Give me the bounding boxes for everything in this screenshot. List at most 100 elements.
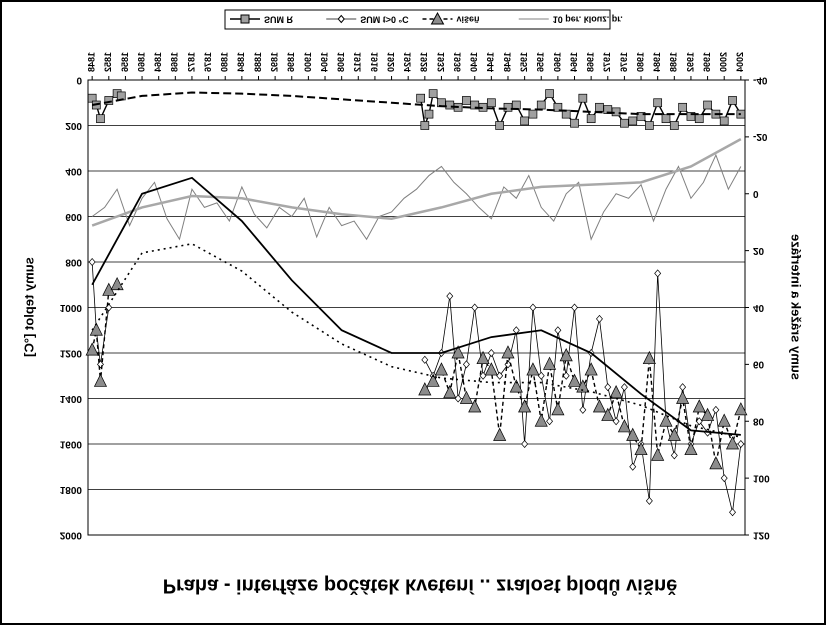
marker-square xyxy=(570,118,579,128)
marker-square xyxy=(520,116,529,126)
marker-diamond xyxy=(421,355,429,364)
x-tick-label: 1964 xyxy=(569,52,579,72)
marker-square xyxy=(104,96,114,105)
y-axis-title: sumy teplot [°C] xyxy=(21,257,36,357)
marker-square xyxy=(578,93,588,103)
marker-diamond xyxy=(695,417,703,426)
marker-diamond xyxy=(471,303,479,312)
x-tick-label: 1848 xyxy=(87,52,97,72)
x-tick-label: 1956 xyxy=(536,52,546,72)
marker-diamond xyxy=(487,348,495,358)
marker-diamond xyxy=(529,303,537,312)
legend-label: 10 per. klouz. pr. xyxy=(553,15,623,25)
y-tick-label: 200 xyxy=(65,120,82,131)
y-tick-label: 0 xyxy=(76,74,82,85)
chart-body: Praha - interfáze počátek kvetení .. zra… xyxy=(21,9,804,597)
x-tick-label: 1984 xyxy=(652,52,662,72)
y-tick-label: 2000 xyxy=(60,529,83,540)
x-tick-label: 1892 xyxy=(269,52,279,72)
marker-triangle xyxy=(443,385,457,399)
x-tick-label: 1944 xyxy=(486,52,496,72)
legend-marker xyxy=(430,11,445,25)
x-tick-label: 1972 xyxy=(602,52,612,72)
x-tick-label: 1980 xyxy=(635,52,645,72)
marker-square xyxy=(661,114,671,124)
legend-label: SUM t>0 °C xyxy=(360,15,409,25)
x-tick-label: 1912 xyxy=(353,52,363,72)
x-tick-label: 1876 xyxy=(203,52,213,72)
legend: SUM R SUM t>0 °C višeň 10 per. klouz. pr. xyxy=(224,9,623,30)
marker-triangle xyxy=(725,436,740,450)
marker-triangle xyxy=(468,399,482,413)
y2-tick-label: 100 xyxy=(753,472,770,483)
y2-tick-label: -20 xyxy=(753,131,768,142)
marker-diamond xyxy=(596,314,603,323)
marker-triangle xyxy=(676,390,690,404)
marker-diamond xyxy=(712,405,720,414)
y-tick-label: 800 xyxy=(65,256,82,267)
marker-square xyxy=(545,89,554,99)
x-tick-label: 1920 xyxy=(386,52,396,72)
marker-square xyxy=(503,102,513,112)
x-tick-label: 1916 xyxy=(369,52,379,72)
marker-square xyxy=(536,100,546,110)
marker-triangle xyxy=(626,427,640,441)
y2-tick-label: 120 xyxy=(753,529,770,540)
series-line xyxy=(91,153,742,241)
x-tick-label: 1932 xyxy=(436,52,446,72)
x-tick-label: 1924 xyxy=(403,52,413,72)
marker-triangle xyxy=(701,407,715,421)
marker-square xyxy=(553,102,563,112)
x-tick-label: 1940 xyxy=(469,52,479,72)
marker-triangle xyxy=(451,345,465,359)
legend-box xyxy=(224,9,611,30)
x-tick-label: 1908 xyxy=(336,52,346,72)
marker-triangle xyxy=(493,427,507,441)
x-tick-label: 1992 xyxy=(685,52,695,72)
marker-triangle xyxy=(110,276,124,291)
marker-diamond xyxy=(446,292,454,301)
y2-tick-label: 0 xyxy=(753,188,759,199)
x-tick-label: 1996 xyxy=(702,52,712,72)
marker-triangle xyxy=(85,342,99,356)
marker-square xyxy=(96,114,105,124)
marker-square xyxy=(528,109,538,119)
marker-diamond xyxy=(88,257,96,267)
y2-tick-label: 40 xyxy=(753,302,765,313)
x-tick-label: 1864 xyxy=(153,52,163,72)
marker-triangle xyxy=(518,399,532,413)
y2-tick-label: 60 xyxy=(753,359,765,370)
marker-triangle xyxy=(692,399,706,413)
marker-triangle xyxy=(592,399,607,413)
marker-diamond xyxy=(579,405,587,414)
x-tick-label: 1976 xyxy=(619,52,629,72)
marker-square xyxy=(445,100,455,110)
marker-diamond xyxy=(604,383,612,392)
y-tick-label: 400 xyxy=(65,165,82,176)
x-tick-label: 2000 xyxy=(719,52,729,72)
y-tick-label: 1200 xyxy=(60,347,83,358)
x-tick-label: 1856 xyxy=(120,52,130,72)
marker-triangle xyxy=(717,413,731,427)
x-tick-label: 1968 xyxy=(586,52,596,72)
series-line xyxy=(91,242,742,438)
series-line xyxy=(91,176,741,436)
x-tick-label: 1888 xyxy=(253,52,263,72)
chart-title: Praha - interfáze počátek kvetení .. zra… xyxy=(163,575,678,597)
marker-triangle xyxy=(617,419,631,433)
x-tick-label: 1900 xyxy=(303,52,313,72)
marker-triangle xyxy=(459,390,473,404)
x-tick-label: 1860 xyxy=(136,52,146,72)
marker-square xyxy=(486,98,496,108)
marker-square xyxy=(611,107,621,117)
x-tick-label: 1988 xyxy=(669,52,679,72)
marker-triangle xyxy=(634,441,648,456)
marker-diamond xyxy=(479,371,487,380)
y-tick-label: 1000 xyxy=(60,302,83,313)
y-tick-label: 1400 xyxy=(60,393,83,404)
x-tick-label: 1872 xyxy=(186,52,196,72)
marker-triangle xyxy=(434,362,449,376)
marker-square xyxy=(620,118,629,128)
y2-tick-label: 80 xyxy=(753,416,765,427)
